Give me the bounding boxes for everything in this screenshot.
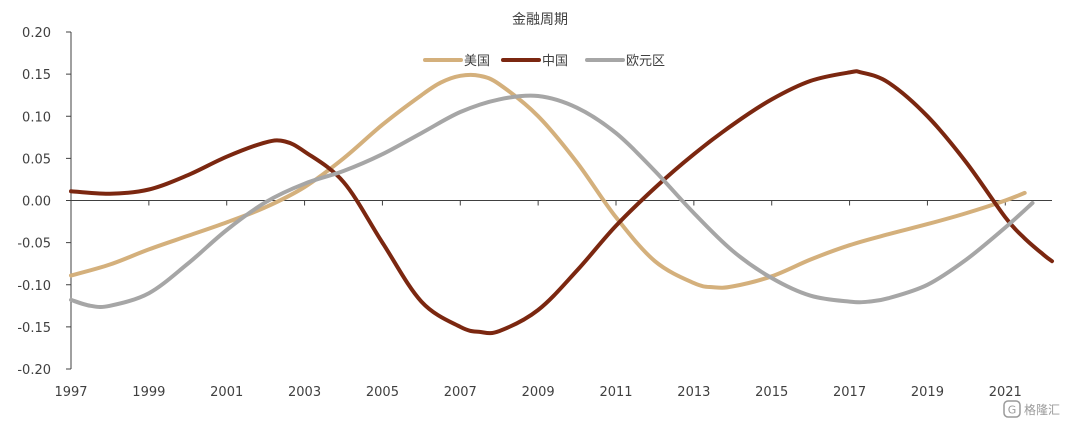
x-tick-label: 2015 (755, 385, 788, 400)
y-tick-label: 0.15 (22, 68, 51, 83)
y-tick-label: -0.15 (17, 321, 51, 336)
x-tick-label: 2003 (288, 385, 321, 400)
legend-item: 欧元区 (585, 54, 665, 69)
watermark-text: 格隆汇 (1024, 402, 1060, 417)
x-tick-label: 2017 (833, 385, 866, 400)
series-lines (69, 69, 1054, 336)
x-tick-label: 2011 (599, 385, 632, 400)
y-tick-label: -0.20 (17, 363, 51, 378)
x-tick-label: 2009 (522, 385, 555, 400)
series-line-us (69, 72, 1027, 290)
watermark: G 格隆汇 (1003, 400, 1060, 418)
x-tick-label: 2007 (444, 385, 477, 400)
x-tick-label: 1999 (132, 385, 165, 400)
x-axis-ticks: 1997 1999 2001 2003 2005 2007 2009 2011 2013 2015… (54, 200, 1022, 400)
x-tick-label: 2019 (911, 385, 944, 400)
watermark-logo-glyph: G (1008, 404, 1017, 417)
y-tick-label: -0.05 (17, 237, 51, 252)
legend-item: 中国 (501, 54, 568, 69)
x-tick-label: 2005 (366, 385, 399, 400)
watermark-logo-icon (1003, 400, 1021, 418)
y-tick-label: -0.10 (17, 279, 51, 294)
y-tick-label: 0.20 (22, 26, 51, 41)
x-tick-label: 2021 (989, 385, 1022, 400)
legend-item: 美国 (423, 54, 490, 69)
legend-label: 美国 (464, 54, 490, 69)
legend-label: 中国 (542, 54, 568, 69)
x-tick-label: 2013 (677, 385, 710, 400)
legend: 美国 中国 欧元区 (423, 54, 665, 69)
y-tick-label: 0.10 (22, 110, 51, 125)
x-tick-label: 1997 (54, 385, 87, 400)
y-axis-ticks: 0.20 0.15 0.10 0.05 0.00 -0.05 -0.10 -0.15 -0.20 (17, 26, 71, 378)
chart-title: 金融周期 (512, 12, 568, 28)
series-line-china (69, 69, 1054, 336)
y-tick-label: 0.00 (22, 195, 51, 210)
x-tick-label: 2001 (210, 385, 243, 400)
series-line-eurozone (69, 93, 1035, 309)
legend-label: 欧元区 (626, 54, 665, 69)
y-tick-label: 0.05 (22, 152, 51, 167)
